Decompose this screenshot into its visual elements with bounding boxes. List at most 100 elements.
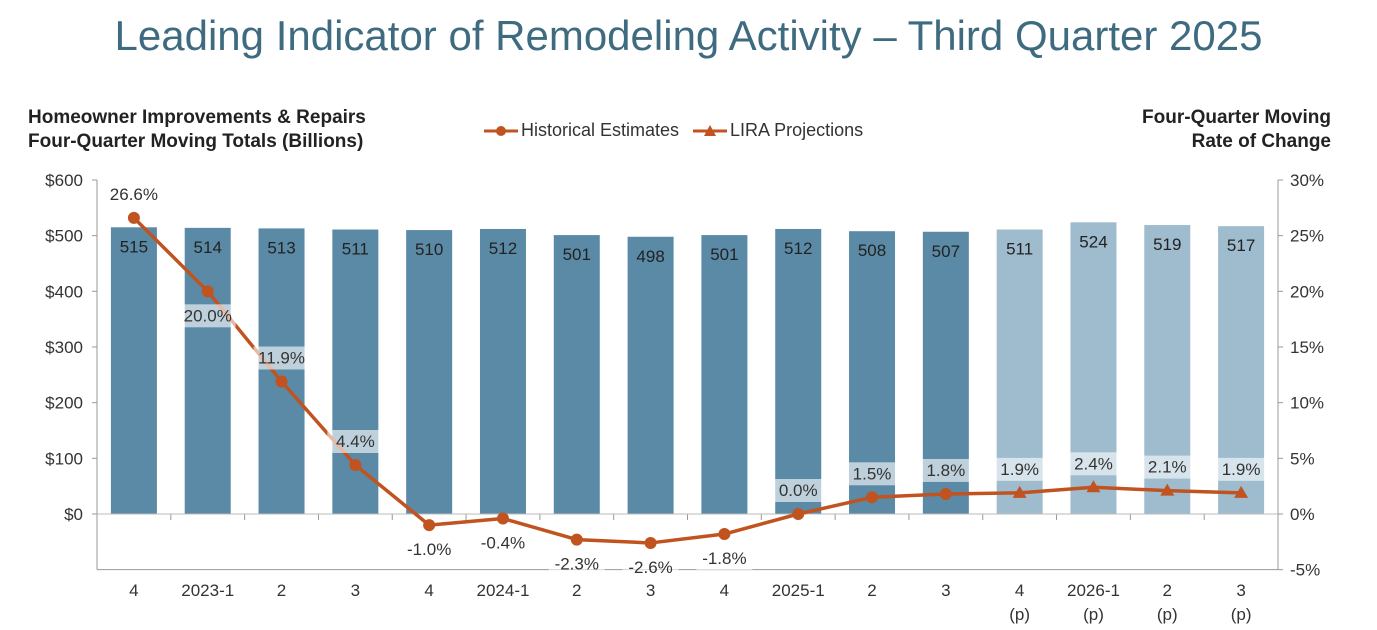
projection-point bbox=[1234, 485, 1249, 498]
rate-label-bg bbox=[253, 346, 310, 370]
bar bbox=[775, 228, 822, 514]
historical-point bbox=[349, 459, 362, 472]
bar bbox=[701, 235, 748, 514]
right-tick-label: 30% bbox=[1290, 171, 1324, 190]
bar-value-label: 501 bbox=[710, 245, 738, 264]
bar bbox=[258, 228, 305, 514]
x-tick-sublabel: (p) bbox=[1083, 605, 1104, 624]
rate-label-bg bbox=[105, 182, 162, 206]
x-tick-label: 4 bbox=[720, 581, 729, 600]
x-tick-label: 2023-1 bbox=[181, 581, 234, 600]
right-tick-label: -5% bbox=[1290, 561, 1320, 580]
rate-label-bg bbox=[696, 547, 753, 571]
rate-label-bg bbox=[1139, 455, 1196, 479]
right-tick-label: 20% bbox=[1290, 282, 1324, 301]
rate-label-bg bbox=[548, 552, 605, 576]
historical-point bbox=[570, 533, 583, 546]
bar-value-label: 507 bbox=[932, 242, 960, 261]
bar bbox=[110, 227, 157, 514]
triangle-marker-icon bbox=[693, 124, 728, 136]
left-tick-label: $200 bbox=[45, 394, 83, 413]
bar-value-label: 517 bbox=[1227, 236, 1255, 255]
rate-data-label: 4.4% bbox=[336, 432, 375, 451]
left-axis-title: Homeowner Improvements & Repairs Four-Qu… bbox=[28, 106, 366, 154]
left-tick-label: $500 bbox=[45, 227, 83, 246]
right-tick-label: 10% bbox=[1290, 394, 1324, 413]
left-tick-label: $0 bbox=[64, 505, 83, 524]
historical-point bbox=[792, 508, 805, 520]
bar-value-label: 501 bbox=[563, 245, 591, 264]
rate-data-label: 0.0% bbox=[779, 481, 818, 500]
rate-label-bg bbox=[179, 304, 236, 328]
bar bbox=[406, 230, 453, 514]
x-tick-label: 2 bbox=[867, 581, 876, 600]
bar-value-label: 513 bbox=[267, 238, 295, 257]
bar bbox=[184, 227, 231, 514]
bar-value-label: 508 bbox=[858, 241, 886, 260]
rate-data-label: 1.9% bbox=[1000, 460, 1039, 479]
rate-data-label: 1.5% bbox=[853, 464, 892, 483]
bar-value-label: 512 bbox=[489, 239, 517, 258]
bar-value-label: 519 bbox=[1153, 235, 1181, 254]
left-axis-title-line: Homeowner Improvements & Repairs bbox=[28, 107, 366, 128]
x-tick-label: 4 bbox=[424, 581, 433, 600]
rate-label-bg bbox=[1065, 452, 1122, 476]
rate-label-bg bbox=[401, 538, 458, 562]
bar-value-label: 498 bbox=[636, 247, 664, 266]
bar-value-label: 524 bbox=[1079, 232, 1107, 251]
legend-item-projections: LIRA Projections bbox=[693, 120, 863, 141]
rate-data-label: 1.8% bbox=[926, 461, 965, 480]
x-tick-sublabel: (p) bbox=[1231, 605, 1252, 624]
historical-point bbox=[275, 375, 288, 388]
rate-data-label: 2.1% bbox=[1148, 458, 1187, 477]
bar bbox=[553, 235, 600, 514]
bar-value-label: 511 bbox=[1006, 240, 1033, 259]
right-axis-title: Four-Quarter Moving Rate of Change bbox=[1142, 106, 1331, 154]
historical-point bbox=[201, 285, 214, 298]
legend: Historical Estimates LIRA Projections bbox=[484, 120, 863, 141]
projection-point bbox=[1086, 480, 1101, 493]
rate-data-label: 26.6% bbox=[110, 185, 158, 204]
bar bbox=[479, 228, 526, 514]
rate-label-bg bbox=[474, 531, 531, 555]
rate-label-bg bbox=[844, 462, 901, 486]
projection-point bbox=[1012, 485, 1027, 498]
x-tick-sublabel: (p) bbox=[1157, 605, 1178, 624]
rate-data-label: -0.4% bbox=[481, 533, 525, 552]
right-axis-title-line: Rate of Change bbox=[1191, 131, 1331, 152]
rate-label-bg bbox=[991, 457, 1048, 481]
x-tick-sublabel: (p) bbox=[1009, 605, 1030, 624]
right-axis-title-line: Four-Quarter Moving bbox=[1142, 107, 1331, 128]
right-tick-label: 0% bbox=[1290, 505, 1315, 524]
x-tick-label: 3 bbox=[646, 581, 655, 600]
right-tick-label: 25% bbox=[1290, 227, 1324, 246]
x-tick-label: 2 bbox=[572, 581, 581, 600]
legend-label: LIRA Projections bbox=[730, 120, 864, 140]
historical-point bbox=[866, 491, 879, 504]
rate-data-label: -2.3% bbox=[555, 555, 599, 574]
x-tick-label: 4 bbox=[1015, 581, 1024, 600]
legend-label: Historical Estimates bbox=[521, 120, 680, 140]
right-tick-label: 5% bbox=[1290, 449, 1315, 468]
rate-label-bg bbox=[1213, 457, 1270, 481]
bar-value-label: 511 bbox=[342, 240, 369, 259]
x-tick-label: 3 bbox=[941, 581, 950, 600]
projection-point bbox=[1160, 483, 1175, 496]
left-tick-label: $400 bbox=[45, 282, 83, 301]
x-tick-label: 3 bbox=[351, 581, 360, 600]
x-tick-label: 2 bbox=[277, 581, 286, 600]
historical-point bbox=[496, 512, 509, 525]
circle-marker-icon bbox=[484, 125, 518, 136]
x-tick-label: 3 bbox=[1236, 581, 1245, 600]
rate-label-bg bbox=[622, 555, 679, 579]
left-axis-title-line: Four-Quarter Moving Totals (Billions) bbox=[28, 131, 364, 152]
right-tick-label: 15% bbox=[1290, 338, 1324, 357]
rate-label-bg bbox=[327, 430, 384, 454]
x-tick-label: 2 bbox=[1163, 581, 1172, 600]
bar-value-label: 510 bbox=[415, 240, 443, 259]
historical-point bbox=[718, 528, 731, 541]
legend-item-historical: Historical Estimates bbox=[484, 120, 679, 141]
historical-point bbox=[644, 536, 657, 549]
